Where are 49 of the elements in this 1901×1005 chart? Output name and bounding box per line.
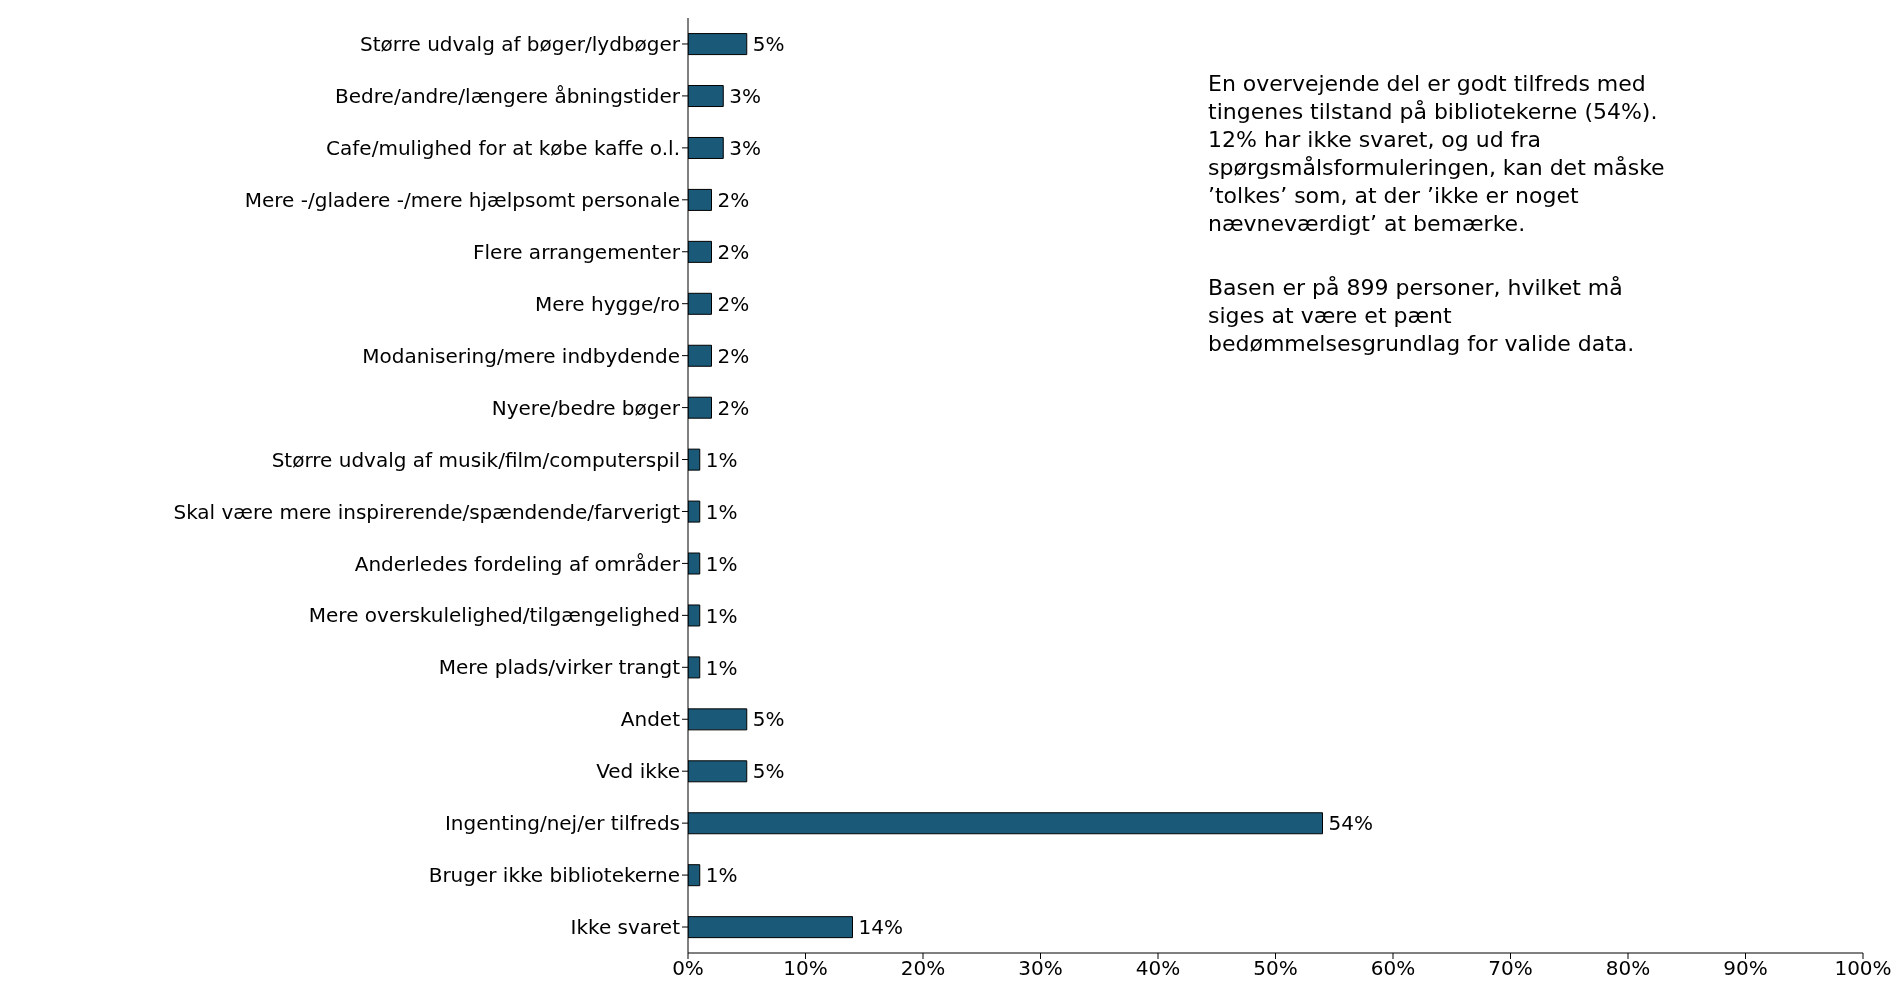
y-tick-label: Anderledes fordeling af områder: [354, 551, 681, 576]
data-label: 5%: [752, 707, 785, 732]
y-tick-label: Bruger ikke bibliotekerne: [428, 863, 680, 888]
data-label: 54%: [1328, 811, 1373, 836]
data-label: 1%: [705, 603, 738, 628]
x-tick-label: 80%: [1605, 956, 1651, 981]
x-tick-label: 60%: [1370, 956, 1416, 981]
x-tick-label: 40%: [1135, 956, 1181, 981]
y-tick-label: Modanisering/mere indbydende: [362, 343, 680, 368]
data-label: 1%: [705, 551, 738, 576]
y-tick-label: Større udvalg af musik/film/computerspil: [271, 447, 680, 472]
annotation: En overvejende del er godt tilfreds med tingenes tilstand på bibliotekerne (54%). 12% har ikke svaret, og ud fra spørgsmålsformuleringen, kan det måske ’tolkes’ som, at der ’ikke er noget nævneværdigt’ at bemærke.: [1208, 70, 1666, 238]
data-label: 5%: [752, 32, 785, 57]
y-tick-label: Skal være mere inspirerende/spændende/farverigt: [173, 499, 681, 524]
x-tick-label: 0%: [672, 956, 704, 981]
x-tick-label: 50%: [1253, 956, 1298, 981]
data-label: 3%: [729, 84, 761, 109]
data-label: 3%: [729, 136, 761, 161]
data-label: 1%: [705, 863, 738, 888]
y-tick-label: Større udvalg af bøger/lydbøger: [360, 32, 681, 57]
y-tick-label: Mere overskulelighed/tilgængelighed: [308, 603, 680, 628]
y-tick-label: Cafe/mulighed for at købe kaffe o.l.: [326, 135, 680, 160]
y-tick-label: Bedre/andre/længere åbningstider: [335, 84, 681, 109]
y-tick-label: Ved ikke: [596, 759, 680, 784]
y-tick-label: Flere arrangementer: [473, 239, 681, 264]
data-label: 5%: [752, 759, 785, 784]
x-tick-label: 70%: [1488, 956, 1533, 981]
x-tick-label: 90%: [1723, 956, 1768, 981]
y-tick-label: Mere hygge/ro: [535, 291, 680, 316]
data-label: 2%: [717, 395, 750, 420]
x-tick-label: 30%: [1018, 956, 1063, 981]
data-label: 14%: [858, 915, 903, 940]
data-label: 2%: [717, 343, 750, 368]
y-tick-label: Andet: [620, 707, 681, 732]
data-label: 2%: [717, 188, 750, 213]
x-tick-label: 20%: [900, 956, 946, 981]
x-tick-label: 100%: [1834, 956, 1892, 981]
data-label: 1%: [705, 655, 738, 680]
y-tick-label: Nyere/bedre bøger: [491, 395, 681, 420]
data-label: 1%: [705, 499, 738, 524]
data-label: 1%: [705, 447, 738, 472]
y-tick-label: Mere plads/virker trangt: [438, 655, 681, 680]
data-label: 2%: [717, 239, 750, 264]
y-tick-label: Ingenting/nej/er tilfreds: [444, 811, 680, 836]
y-tick-label: Mere -/gladere -/mere hjælpsomt personale: [244, 187, 680, 212]
x-tick-label: 10%: [783, 956, 828, 981]
y-tick-label: Ikke svaret: [570, 915, 681, 940]
annotation: Basen er på 899 personer, hvilket må siges at være et pænt bedømmelsesgrundlag for valide data.: [1208, 274, 1636, 358]
data-label: 2%: [717, 291, 750, 316]
